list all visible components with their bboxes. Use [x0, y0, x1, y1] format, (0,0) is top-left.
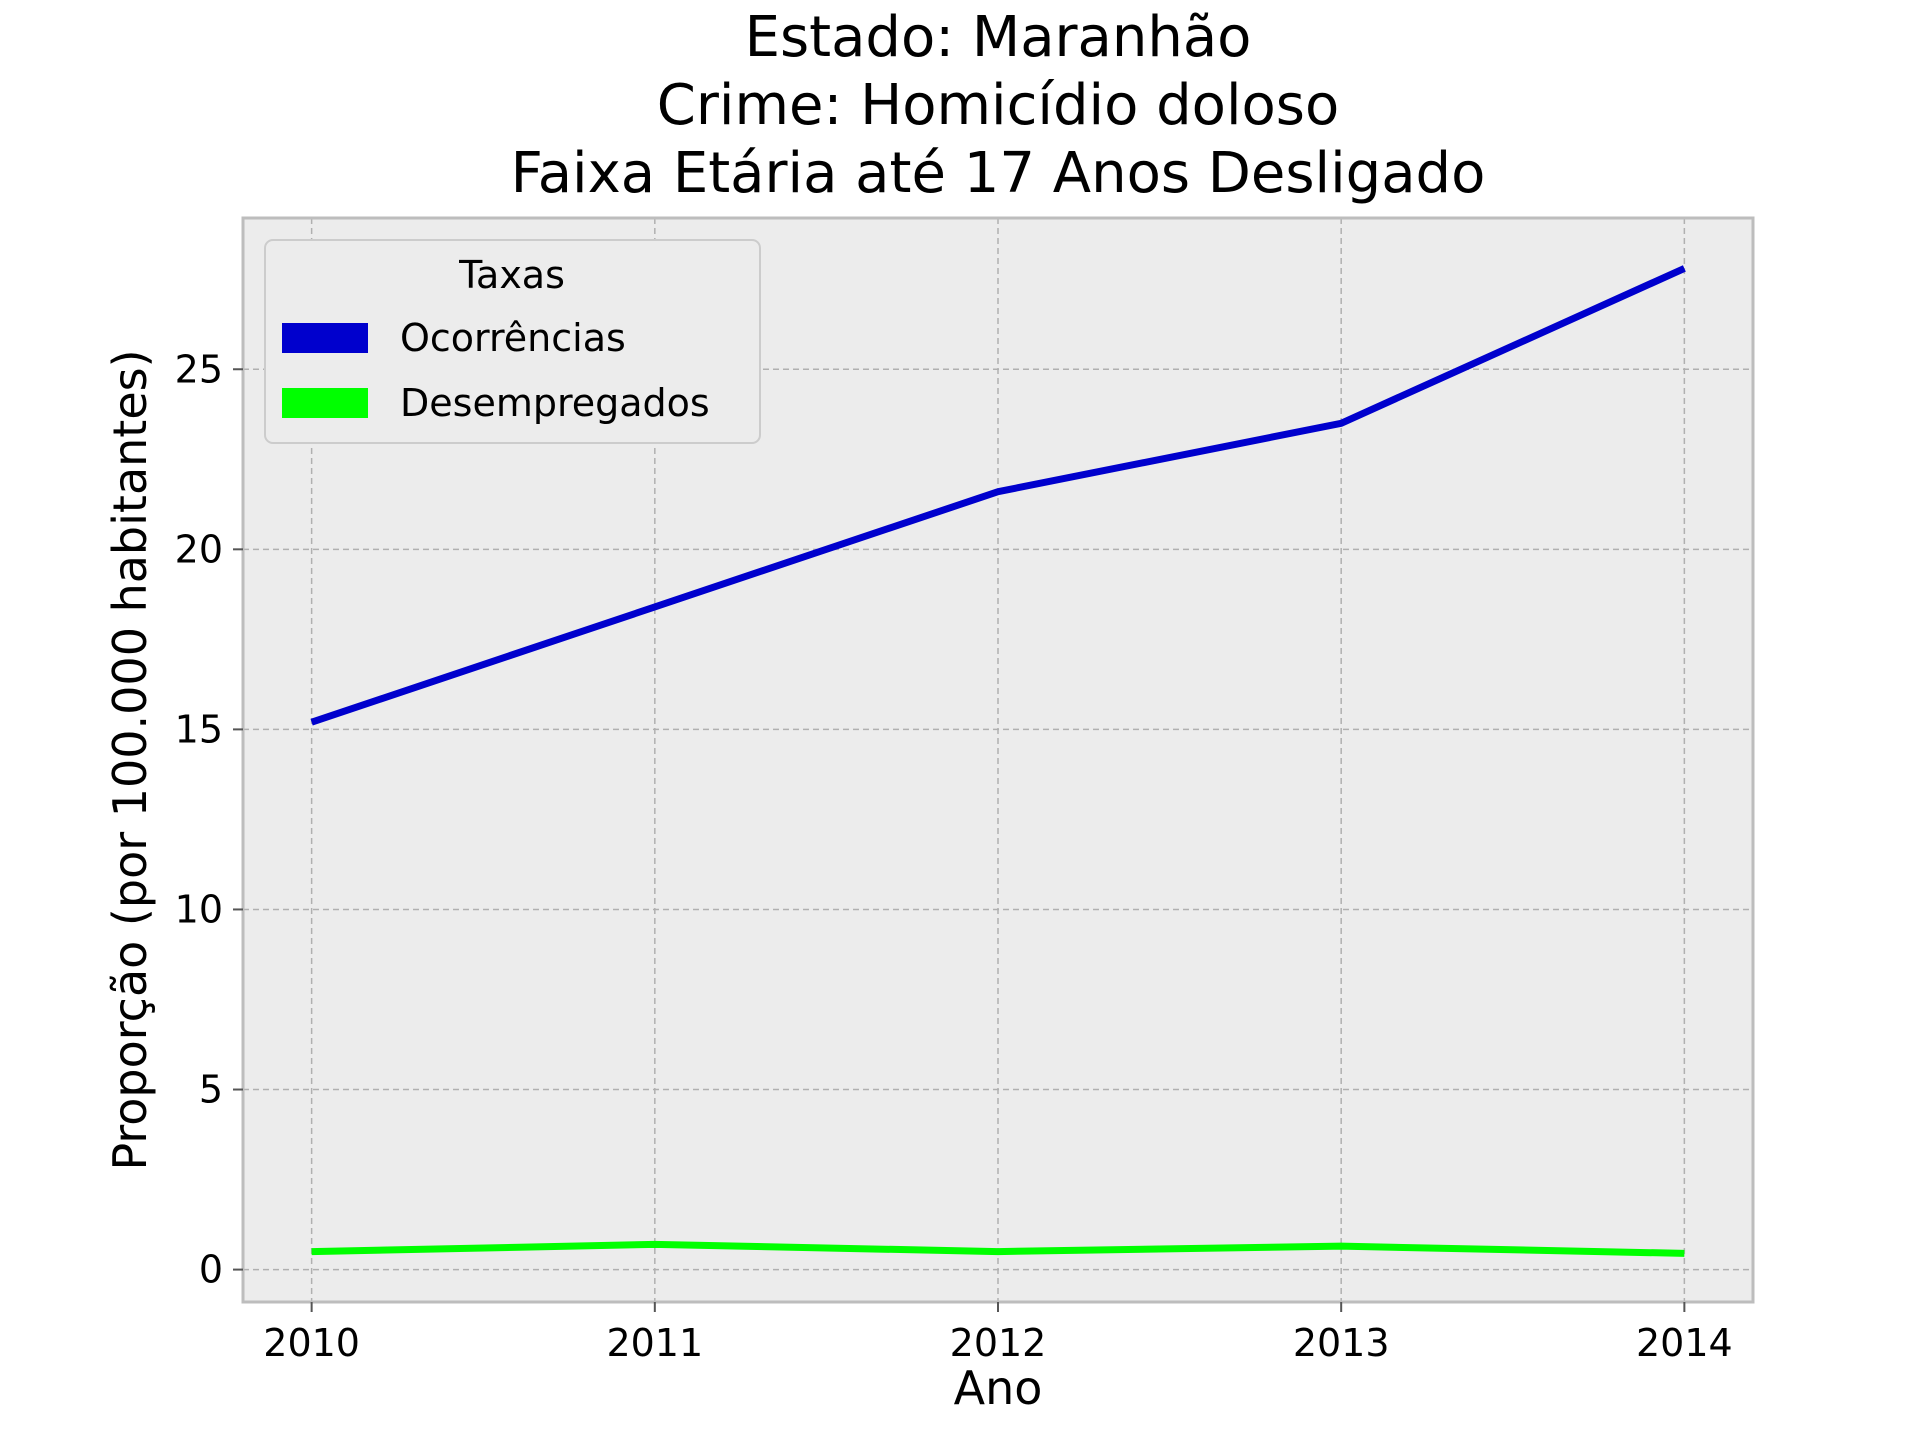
y-tick-label: 10	[175, 887, 223, 931]
x-axis-ticks: 2010 2011 2012 2013 2014	[263, 1302, 1733, 1365]
x-tick-label: 2014	[1636, 1321, 1733, 1365]
y-tick-label: 25	[175, 347, 223, 391]
legend-label-desempregados: Desempregados	[400, 381, 710, 425]
legend-box	[264, 239, 761, 444]
x-tick-label: 2013	[1293, 1321, 1390, 1365]
legend: Taxas Ocorrências Desempregados	[264, 239, 761, 444]
legend-title: Taxas	[458, 253, 565, 297]
x-tick-label: 2011	[606, 1321, 703, 1365]
series-lines	[310, 265, 1686, 1257]
title-line-2: Crime: Homicídio doloso	[657, 73, 1339, 138]
chart-title: Estado: Maranhão Crime: Homicídio doloso…	[511, 5, 1486, 206]
legend-label-ocorrencias: Ocorrências	[400, 316, 626, 360]
x-tick-label: 2010	[263, 1321, 360, 1365]
x-tick-label: 2012	[950, 1321, 1047, 1365]
y-axis-title: Proporção (por 100.000 habitantes)	[103, 349, 157, 1170]
series-line-desempregados	[311, 1240, 1685, 1257]
x-axis-title: Ano	[954, 1361, 1043, 1415]
y-axis-ticks: 0 5 10 15 20 25	[175, 347, 243, 1292]
title-line-3: Faixa Etária até 17 Anos Desligado	[511, 141, 1486, 206]
legend-swatch-desempregados	[282, 388, 368, 418]
title-line-1: Estado: Maranhão	[745, 5, 1252, 70]
series-line-ocorrencias	[310, 265, 1686, 726]
y-tick-label: 15	[175, 707, 223, 751]
y-tick-label: 20	[175, 527, 223, 571]
y-tick-label: 0	[199, 1248, 223, 1292]
legend-swatch-ocorrencias	[282, 323, 368, 353]
y-tick-label: 5	[199, 1068, 223, 1112]
